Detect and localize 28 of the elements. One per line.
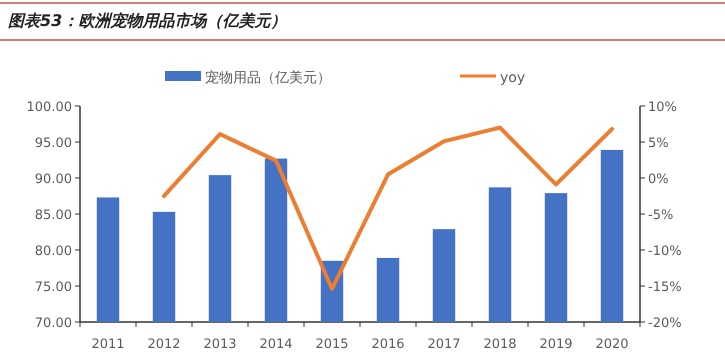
x-tick-label: 2016: [371, 337, 405, 352]
x-tick-label: 2012: [147, 337, 181, 352]
legend-label: yoy: [500, 70, 526, 86]
y2-tick-label: 5%: [648, 136, 669, 151]
y2-tick-label: 0%: [648, 172, 669, 187]
x-tick-label: 2020: [595, 337, 629, 352]
y-tick-label: 75.00: [34, 280, 72, 295]
y-tick-label: 85.00: [34, 208, 72, 223]
y-tick-label: 70.00: [34, 316, 72, 331]
x-tick-label: 2011: [91, 337, 125, 352]
x-tick-label: 2014: [259, 337, 293, 352]
x-tick-label: 2013: [203, 337, 237, 352]
x-tick-label: 2018: [483, 337, 517, 352]
y2-tick-label: -10%: [648, 244, 682, 259]
y2-tick-label: -15%: [648, 280, 682, 295]
y2-tick-label: -20%: [648, 316, 682, 331]
y-tick-label: 90.00: [34, 172, 72, 187]
x-tick-label: 2015: [315, 337, 349, 352]
legend-label: 宠物用品（亿美元）: [205, 70, 331, 86]
x-tick-label: 2017: [427, 337, 461, 352]
line-series: [162, 126, 614, 291]
y-tick-label: 95.00: [34, 136, 72, 151]
y-tick-label: 100.00: [26, 100, 72, 115]
y-tick-label: 80.00: [34, 244, 72, 259]
x-tick-label: 2019: [539, 337, 573, 352]
chart-title: 图表53：欧洲宠物用品市场（亿美元）: [8, 11, 286, 30]
y2-tick-label: -5%: [648, 208, 674, 223]
y2-tick-label: 10%: [648, 100, 677, 115]
